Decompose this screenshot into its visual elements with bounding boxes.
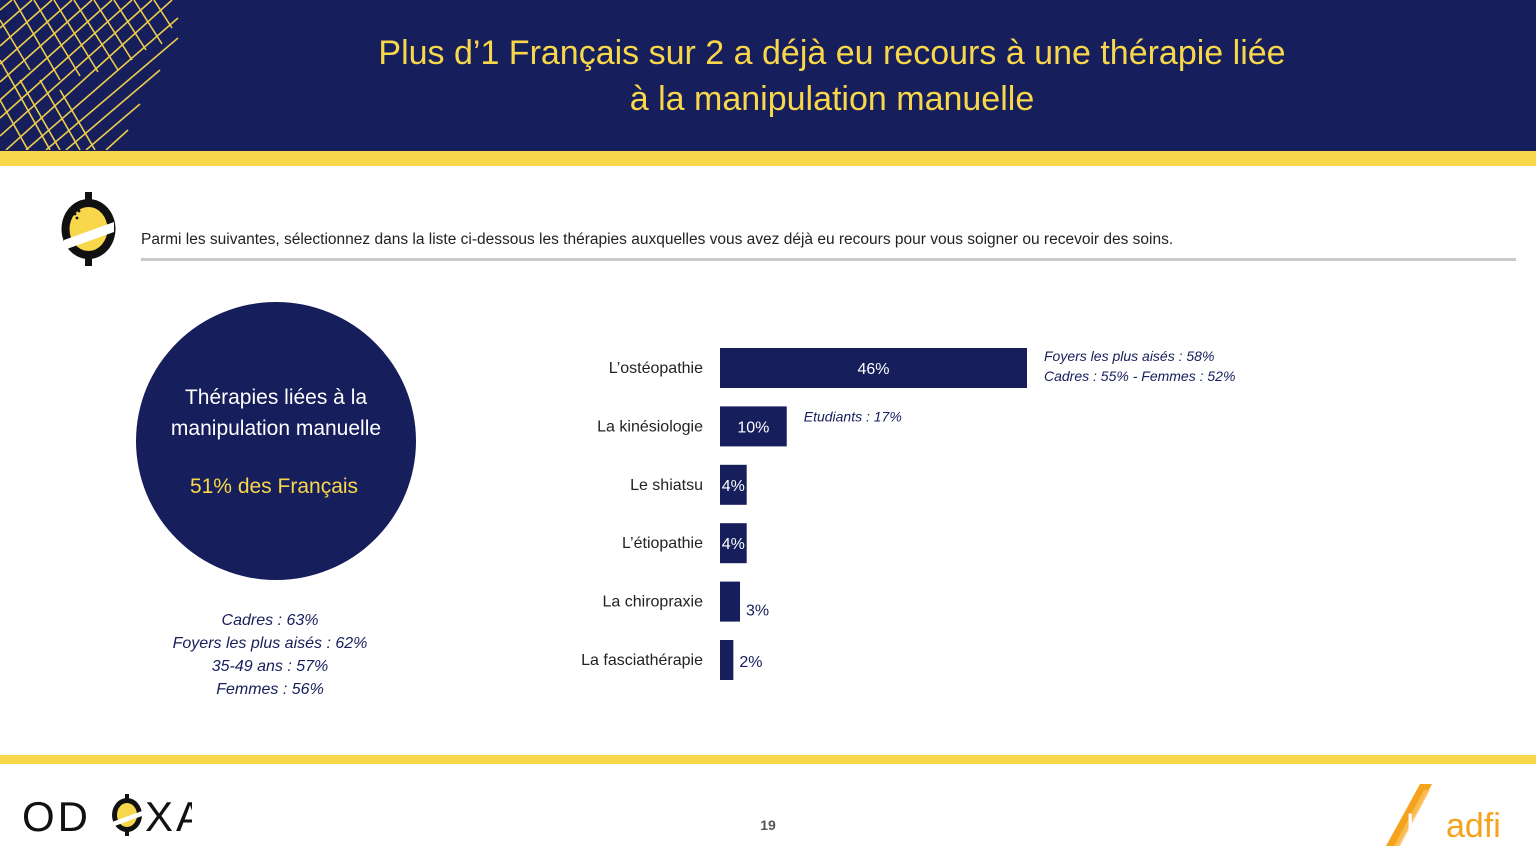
- subgroup-item: 35-49 ans : 57%: [211, 658, 329, 675]
- bar-chart: L’ostéopathie 46% Foyers les plus aisés : …: [581, 348, 1235, 680]
- unadfi-logo-un: Un: [1406, 807, 1449, 845]
- survey-question: Parmi les suivantes, sélectionnez dans l…: [141, 231, 1174, 248]
- bar: [720, 640, 734, 680]
- category-label: La fasciathérapie: [581, 652, 703, 669]
- summary-label: Thérapies liées à la manipulation manuel…: [136, 382, 416, 444]
- category-label: La chiropraxie: [603, 594, 704, 611]
- odoxa-logo: OD XA: [22, 793, 192, 840]
- page-title: Plus d’1 Français sur 2 a déjà eu recour…: [300, 30, 1364, 122]
- bar-annotation: Cadres : 55% - Femmes : 52%: [1044, 368, 1235, 384]
- question-divider: [141, 258, 1516, 261]
- value-label: 4%: [722, 536, 745, 553]
- page-number: 19: [760, 817, 776, 833]
- bar: [720, 581, 741, 622]
- summary-subgroups: Cadres : 63% Foyers les plus aisés : 62%…: [136, 609, 404, 701]
- svg-text:OD: OD: [22, 793, 91, 840]
- bar: [720, 406, 787, 447]
- bar: [720, 348, 1027, 388]
- svg-text:XA: XA: [145, 793, 192, 840]
- value-label: 2%: [739, 654, 762, 671]
- category-label: Le shiatsu: [630, 477, 703, 494]
- summary-circle: [136, 302, 416, 580]
- bar: [720, 523, 747, 564]
- title-line-2: à la manipulation manuelle: [629, 80, 1035, 118]
- title-line-1: Plus d’1 Français sur 2 a déjà eu recour…: [378, 34, 1286, 72]
- unadfi-logo: Un adfi: [1386, 784, 1501, 846]
- summary-label-line-2: manipulation manuelle: [170, 417, 382, 440]
- odoxa-question-icon: [61, 192, 116, 266]
- value-label: 46%: [857, 361, 889, 378]
- value-label: 10%: [737, 419, 769, 436]
- summary-value: 51% des Français: [189, 475, 359, 498]
- bar-annotation: Etudiants : 17%: [804, 408, 902, 424]
- bar: [720, 464, 747, 505]
- unadfi-logo-adfi: adfi: [1446, 807, 1501, 845]
- subgroup-item: Femmes : 56%: [216, 681, 324, 698]
- category-label: La kinésiologie: [597, 418, 703, 435]
- value-label: 4%: [722, 478, 745, 495]
- header-band: [0, 0, 1536, 151]
- footer-stripe: [0, 755, 1536, 764]
- value-label: 3%: [746, 603, 769, 620]
- category-label: L’ostéopathie: [609, 360, 703, 377]
- subgroup-item: Foyers les plus aisés : 62%: [172, 635, 368, 652]
- bar-annotation: Foyers les plus aisés : 58%: [1044, 348, 1214, 364]
- chevron-pattern-icon: [0, 0, 179, 150]
- category-label: L’étiopathie: [622, 535, 703, 552]
- header-stripe: [0, 151, 1536, 166]
- summary-label-line-1: Thérapies liées à la: [184, 386, 368, 409]
- subgroup-item: Cadres : 63%: [221, 612, 319, 629]
